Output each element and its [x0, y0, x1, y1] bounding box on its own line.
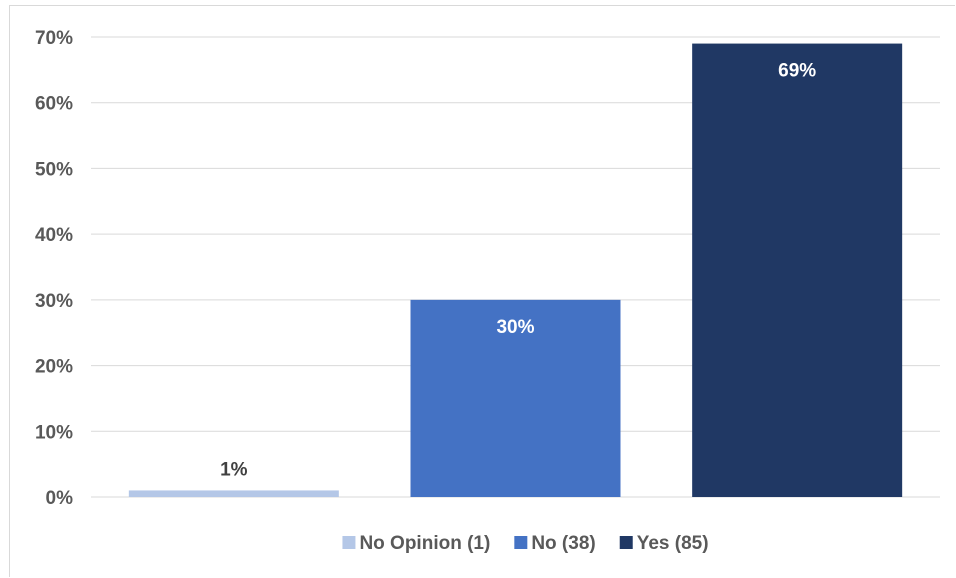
y-tick-label: 70% — [35, 28, 73, 49]
legend-item-2: No (38) — [514, 533, 596, 554]
data-labels: 1% 30% 69% — [220, 61, 816, 481]
legend-label: No Opinion (1) — [359, 533, 490, 554]
data-label-2: 30% — [496, 317, 534, 338]
y-tick-label: 20% — [35, 357, 73, 378]
y-tick-label: 60% — [35, 94, 73, 115]
y-tick-label: 0% — [46, 488, 74, 509]
bar-1 — [128, 490, 339, 497]
data-label-1: 1% — [220, 459, 248, 480]
legend-swatch — [619, 536, 633, 549]
bars — [128, 43, 903, 497]
y-tick-label: 10% — [35, 422, 73, 443]
data-label-3: 69% — [778, 61, 816, 82]
y-axis-tick-labels: 0% 10% 20% 30% 40% 50% 60% 70% — [35, 28, 73, 509]
y-tick-label: 30% — [35, 291, 73, 312]
legend: No Opinion (1) No (38) Yes (85) — [342, 533, 709, 554]
y-tick-label: 50% — [35, 159, 73, 180]
legend-swatch — [342, 536, 356, 549]
legend-label: No (38) — [531, 533, 595, 554]
y-tick-label: 40% — [35, 225, 73, 246]
bar-2 — [410, 299, 621, 497]
legend-label: Yes (85) — [637, 533, 709, 554]
legend-item-3: Yes (85) — [619, 533, 709, 554]
legend-swatch — [514, 536, 528, 549]
legend-item-1: No Opinion (1) — [342, 533, 490, 554]
bar-3 — [692, 43, 903, 497]
